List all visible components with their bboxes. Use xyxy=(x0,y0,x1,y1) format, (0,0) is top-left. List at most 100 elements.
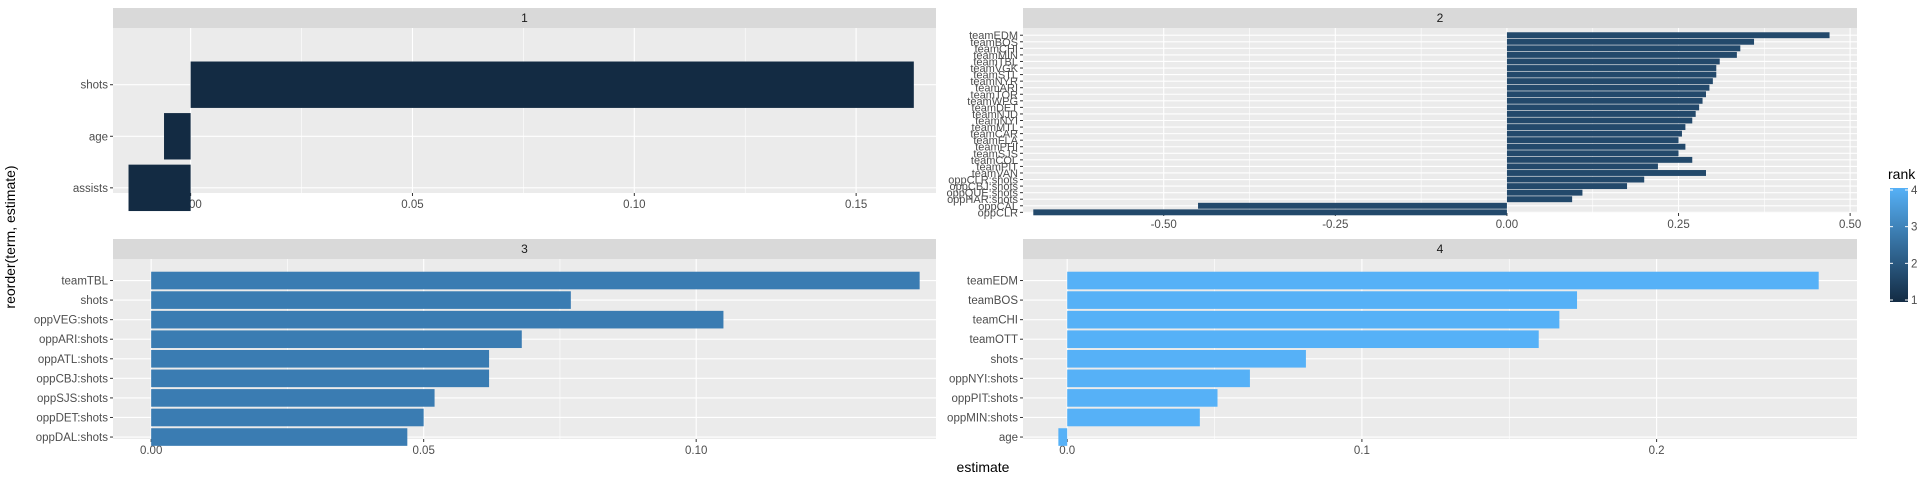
bar xyxy=(1058,428,1068,446)
y-tick-label: teamSJS xyxy=(973,148,1018,160)
y-tick-label: teamCOL xyxy=(971,155,1018,167)
y-tick-label: teamNJD xyxy=(972,109,1018,121)
bar xyxy=(1506,117,1693,124)
bar xyxy=(1506,97,1703,104)
y-tick-label: oppDAL:shots xyxy=(36,432,108,444)
y-tick-label: teamVGK xyxy=(970,63,1018,75)
legend: rank 4 3 2 1 xyxy=(1888,166,1918,307)
y-tick-label: teamDET xyxy=(972,102,1019,114)
bar xyxy=(1506,58,1720,65)
bar xyxy=(1506,170,1706,176)
y-tick-label: oppCLR xyxy=(978,207,1018,219)
bar xyxy=(128,164,191,212)
bar xyxy=(151,349,490,368)
y-tick-label: teamOTT xyxy=(969,334,1018,346)
bar xyxy=(1506,71,1717,78)
bar xyxy=(1506,124,1686,131)
facet-strip xyxy=(113,239,936,259)
bar xyxy=(1067,291,1578,309)
bar xyxy=(151,428,408,446)
x-axis-title: estimate xyxy=(957,459,1010,475)
y-tick-label: oppATL:shots xyxy=(38,354,108,366)
bar xyxy=(151,291,571,309)
x-tick-label: -0.25 xyxy=(1322,219,1348,231)
y-tick-label: shots xyxy=(81,80,109,92)
y-tick-label: oppSJS:shots xyxy=(37,393,108,405)
bar xyxy=(1067,271,1819,290)
panel-4: 4 0.0 0.1 0.2 teamEDM teamBOS teamCHI teamOTT sh… xyxy=(947,239,1857,457)
bar xyxy=(1033,209,1507,216)
bar xyxy=(1506,65,1717,71)
y-tick-label: oppVEG:shots xyxy=(34,315,108,327)
bar xyxy=(1506,156,1693,163)
y-tick-label: teamTOR xyxy=(971,89,1019,101)
facet-strip xyxy=(113,8,936,28)
x-tick-label: 0.15 xyxy=(845,199,867,211)
bar xyxy=(1198,202,1507,209)
facet-strip-label: 3 xyxy=(521,242,528,256)
y-tick-label: teamMIN xyxy=(973,50,1018,62)
legend-tick-label: 2 xyxy=(1911,258,1917,270)
y-tick-label: teamEDM xyxy=(969,30,1018,42)
bar xyxy=(1506,130,1682,137)
y-tick-label: assists xyxy=(73,183,108,195)
y-tick-label: teamEDM xyxy=(967,276,1018,288)
bar xyxy=(1506,91,1706,98)
x-tick-label: -0.50 xyxy=(1151,219,1177,231)
y-tick-label: oppCAL xyxy=(978,201,1018,213)
bar xyxy=(1506,183,1628,190)
bar xyxy=(151,271,920,290)
x-tick-label: 0.50 xyxy=(1839,219,1861,231)
bar xyxy=(1506,143,1686,150)
bar xyxy=(1506,32,1830,39)
x-tick-label: 0.10 xyxy=(685,445,707,457)
y-tick-label: age xyxy=(999,432,1018,444)
y-tick-label: teamBOS xyxy=(970,37,1018,49)
y-tick-label: oppQUE:shots xyxy=(946,188,1018,200)
y-tick-label: teamBOS xyxy=(968,295,1018,307)
y-tick-label: teamCHI xyxy=(973,315,1018,327)
y-tick-label: shots xyxy=(991,354,1019,366)
legend-colorbar xyxy=(1890,188,1908,302)
y-tick-label: teamNYR xyxy=(970,76,1018,88)
legend-tick-label: 4 xyxy=(1911,185,1918,197)
panels-layer: 1 0.00 0.05 0.10 0.15 shots age assists 2 -0.50 -0… xyxy=(34,8,1861,457)
bar xyxy=(1067,369,1250,388)
bar xyxy=(1506,189,1583,196)
facet-strip-label: 1 xyxy=(521,11,528,25)
bar xyxy=(190,61,914,108)
bar xyxy=(1506,110,1696,117)
bar xyxy=(1067,349,1306,368)
legend-tick-label: 3 xyxy=(1911,222,1917,234)
bar xyxy=(1506,150,1679,157)
bar xyxy=(1067,389,1218,407)
y-tick-label: teamPIT xyxy=(976,161,1018,173)
y-tick-label: teamCHI xyxy=(975,43,1018,55)
x-tick-label: 0.0 xyxy=(1059,445,1075,457)
bar xyxy=(151,369,490,388)
y-axis-title: reorder(term, estimate) xyxy=(2,165,18,308)
x-tick-label: 0.00 xyxy=(140,445,162,457)
facet-strip-label: 2 xyxy=(1437,11,1444,25)
bar xyxy=(1506,176,1645,183)
legend-title: rank xyxy=(1888,166,1916,182)
x-tick-label: 0.05 xyxy=(401,199,423,211)
y-tick-label: teamFLA xyxy=(973,135,1018,147)
bar xyxy=(1506,38,1755,45)
bar xyxy=(151,389,435,407)
y-tick-label: teamCAR xyxy=(970,129,1018,141)
bar xyxy=(1506,137,1679,144)
bar xyxy=(164,113,191,160)
y-tick-label: age xyxy=(89,131,108,143)
bar xyxy=(151,408,424,427)
y-tick-label: oppARI:shots xyxy=(39,334,108,346)
x-tick-label: 0.25 xyxy=(1667,219,1689,231)
y-tick-label: oppNYI:shots xyxy=(949,373,1018,385)
y-tick-label: teamMTL xyxy=(972,122,1018,134)
bar xyxy=(1506,104,1700,111)
bar xyxy=(1067,408,1200,427)
bar xyxy=(1506,45,1741,52)
